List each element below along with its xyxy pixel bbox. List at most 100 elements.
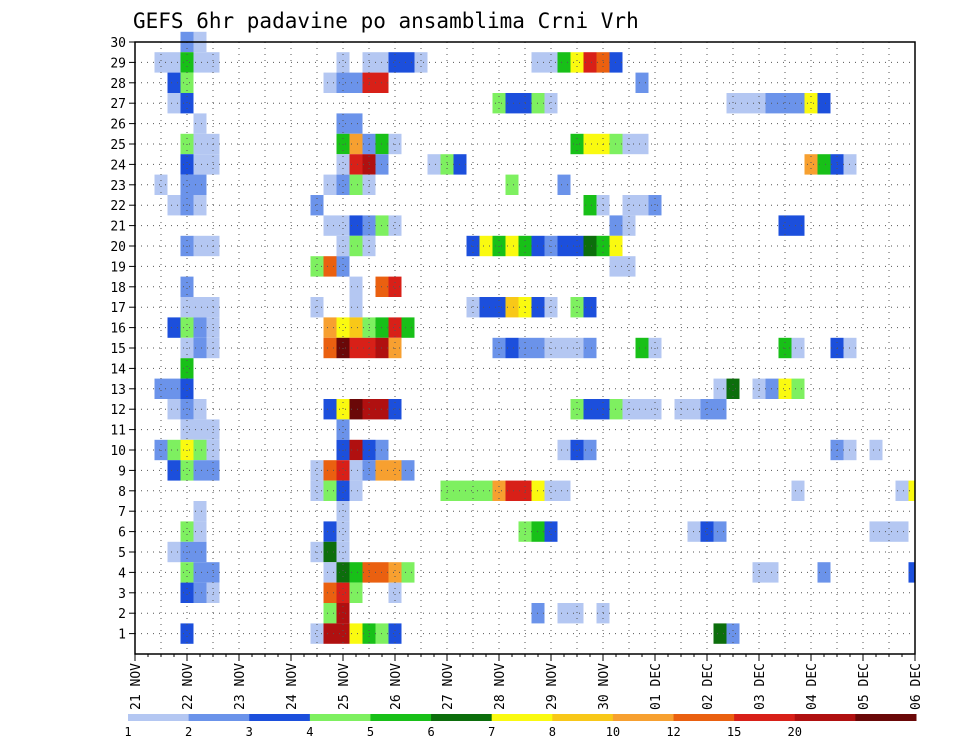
- heatmap-cell: [323, 623, 337, 644]
- heatmap-cell: [167, 439, 181, 461]
- heatmap-cell: [778, 93, 792, 114]
- y-tick-label: 10: [110, 444, 126, 459]
- heatmap-cell: [557, 439, 571, 461]
- y-tick-label: 1: [118, 628, 126, 643]
- heatmap-cell: [349, 399, 363, 420]
- heatmap-cell: [180, 378, 194, 399]
- chart-title: GEFS 6hr padavine po ansamblima Crni Vrh: [133, 9, 639, 33]
- heatmap-cell: [388, 276, 402, 297]
- colorbar-swatch: [734, 714, 796, 721]
- heatmap-cell: [505, 93, 519, 114]
- heatmap-cell: [336, 215, 350, 236]
- heatmap-cell: [349, 297, 363, 318]
- heatmap-cell: [349, 154, 363, 175]
- x-tick-label: 25 NOV: [337, 663, 352, 710]
- y-axis: 1234567891011121314151617181920212223242…: [110, 36, 135, 643]
- x-tick-label: 22 NOV: [181, 663, 196, 710]
- heatmap-cell: [167, 460, 181, 481]
- heatmap-cell: [323, 337, 337, 359]
- heatmap-cell: [414, 52, 428, 73]
- heatmap-cell: [336, 582, 350, 603]
- heatmap-cell: [193, 521, 207, 542]
- y-tick-label: 25: [110, 138, 126, 153]
- heatmap-cell: [336, 501, 350, 522]
- heatmap-cell: [193, 439, 207, 461]
- heatmap-cell: [349, 317, 363, 338]
- y-tick-label: 15: [110, 342, 126, 357]
- colorbar-swatch: [249, 714, 311, 721]
- heatmap-cell: [180, 195, 194, 216]
- heatmap-cell: [167, 93, 181, 114]
- heatmap-cell: [154, 174, 168, 195]
- x-tick-label: 29 NOV: [545, 663, 560, 710]
- y-tick-label: 12: [110, 403, 126, 418]
- heatmap-cell: [635, 399, 649, 420]
- colorbar-swatch: [794, 714, 856, 721]
- heatmap-cell: [505, 337, 519, 359]
- y-tick-label: 26: [110, 118, 126, 133]
- y-tick-label: 16: [110, 322, 126, 337]
- heatmap-cell: [479, 297, 493, 318]
- y-tick-label: 28: [110, 77, 126, 92]
- x-tick-label: 23 NOV: [233, 663, 248, 710]
- heatmap-cell: [635, 72, 649, 93]
- y-tick-label: 17: [110, 301, 126, 316]
- heatmap-cell: [895, 521, 909, 542]
- heatmap-cell: [180, 358, 194, 379]
- heatmap-cell: [336, 113, 350, 134]
- x-tick-label: 28 NOV: [493, 663, 508, 710]
- heatmap-cell: [193, 460, 207, 481]
- heatmap-cell: [349, 113, 363, 134]
- heatmap-cell: [492, 297, 506, 318]
- x-tick-label: 30 NOV: [597, 663, 612, 710]
- heatmap-cell: [323, 541, 337, 563]
- colorbar-label: 3: [246, 725, 253, 739]
- heatmap-cell: [791, 93, 805, 114]
- heatmap-cell: [349, 72, 363, 93]
- x-tick-label: 26 NOV: [389, 663, 404, 710]
- y-tick-label: 19: [110, 260, 126, 275]
- heatmap-cell: [778, 215, 792, 236]
- heatmap-cell: [713, 399, 727, 420]
- heatmap-cell: [635, 133, 649, 155]
- heatmap-cell: [570, 52, 584, 73]
- heatmap-cell: [479, 235, 493, 257]
- heatmap-cell: [791, 378, 805, 399]
- heatmap-cell: [791, 480, 805, 501]
- heatmap-cell: [167, 378, 181, 399]
- colorbar-label: 15: [727, 725, 741, 739]
- grid-layer: [135, 41, 915, 654]
- heatmap-cell: [180, 399, 194, 420]
- heatmap-cell: [336, 256, 350, 277]
- heatmap-cell: [193, 337, 207, 359]
- heatmap-cell: [323, 72, 337, 93]
- heatmap-cell: [882, 521, 896, 542]
- heatmap-cell: [323, 521, 337, 542]
- heatmap-cell: [713, 521, 727, 542]
- y-tick-label: 14: [110, 362, 126, 377]
- heatmap-cell: [583, 133, 597, 155]
- heatmap-cell: [895, 480, 909, 501]
- heatmap-cell: [310, 297, 324, 318]
- heatmap-cell: [180, 582, 194, 603]
- heatmap-cell: [583, 399, 597, 420]
- x-tick-label: 01 DEC: [649, 663, 664, 710]
- colorbar-swatch: [370, 714, 432, 721]
- heatmap-cell: [544, 480, 558, 501]
- heatmap-cell: [167, 399, 181, 420]
- heatmap-cell: [323, 603, 337, 624]
- heatmap-cell: [791, 215, 805, 236]
- heatmap-cell: [193, 154, 207, 175]
- heatmap-cell: [336, 419, 350, 440]
- y-tick-label: 5: [118, 546, 126, 561]
- heatmap-cell: [349, 582, 363, 603]
- heatmap-cell: [193, 399, 207, 420]
- heatmap-cell: [817, 93, 831, 114]
- heatmap-cell: [193, 195, 207, 216]
- heatmap-cell: [167, 52, 181, 73]
- heatmap-cell: [336, 603, 350, 624]
- heatmap-cell: [778, 378, 792, 399]
- colorbar-swatch: [673, 714, 735, 721]
- heatmap-cell: [323, 562, 337, 583]
- heatmap-cell: [869, 439, 883, 461]
